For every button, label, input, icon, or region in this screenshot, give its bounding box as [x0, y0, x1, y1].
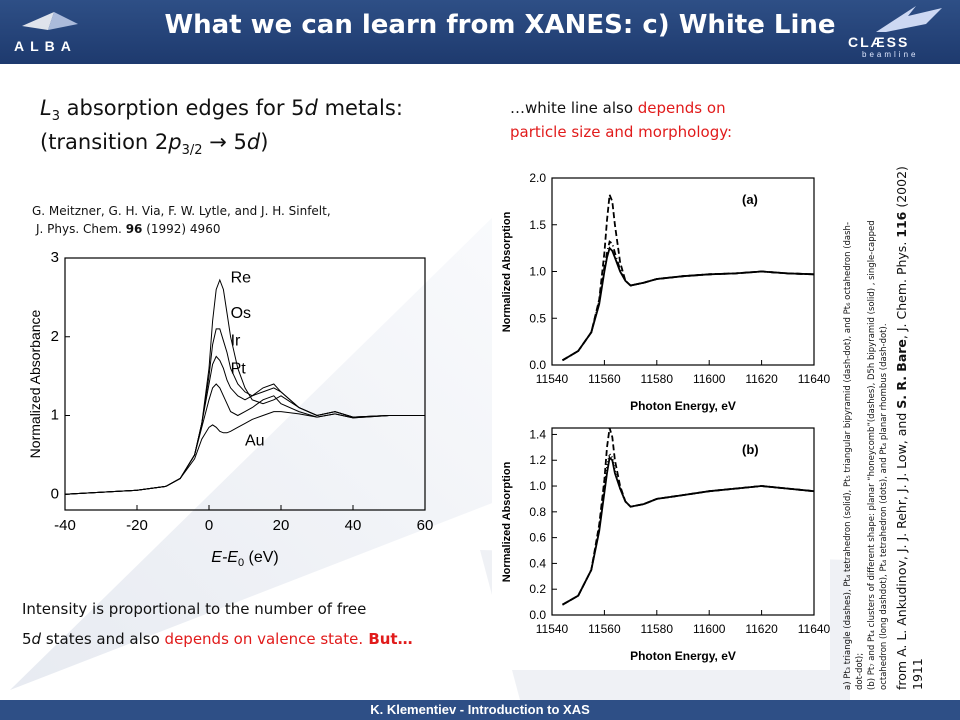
heading-l3-edges: L3 absorption edges for 5d metals: [40, 96, 403, 125]
y-axis-label: Normalized Absorption [501, 211, 513, 332]
series-label-pt: Pt [231, 360, 247, 377]
claess-logo-text: CLÆSS [848, 34, 910, 50]
y-tick-label: 2 [51, 328, 59, 345]
y-tick-label: 1.4 [529, 427, 546, 441]
x-tick-label: 11580 [641, 372, 674, 386]
y-axis-label: Normalized Absorption [501, 461, 513, 582]
plot-frame [551, 177, 815, 366]
x-tick-label: 11640 [798, 622, 830, 636]
claess-logo-subtext: beamline [862, 50, 919, 59]
rotated-references: a) Pt₃ triangle (dashes), Pt₄ tetrahedro… [842, 70, 926, 690]
y-tick-label: 0.2 [529, 582, 546, 596]
cluster-notes: a) Pt₃ triangle (dashes), Pt₄ tetrahedro… [843, 220, 889, 690]
l3-edges-chart: -40 -20 0 20 40 60 0 1 2 3 Re Os Ir Pt Au E-E0 (eV) Norm… [27, 249, 434, 569]
y-tick-label: 0.4 [529, 556, 546, 570]
x-tick-label: -40 [54, 517, 76, 534]
x-tick-label: 11540 [536, 372, 569, 386]
alba-logo-text: ALBA [14, 38, 77, 54]
y-tick-label: 3 [51, 249, 59, 266]
y-tick-label: 1.0 [529, 479, 546, 493]
x-tick-label: 11640 [798, 372, 830, 386]
white-line-note: …white line also depends on particle siz… [510, 99, 733, 141]
y-tick-label: 0.8 [529, 505, 546, 519]
x-tick-label: 60 [417, 517, 434, 534]
series-line-dots [562, 451, 815, 606]
slide-header: ALBA What we can learn from XANES: c) Wh… [0, 0, 960, 64]
heading-transition: (transition 2p3/2 → 5d) [40, 130, 269, 159]
x-tick-label: 40 [345, 517, 362, 534]
series-label-au: Au [245, 433, 265, 450]
y-tick-label: 0.6 [529, 531, 546, 545]
y-axis-label: Normalized Absorbance [27, 309, 43, 458]
x-axis-label: Photon Energy, eV [630, 399, 736, 413]
series-line-solid [562, 246, 815, 362]
x-axis-label: E-E0 (eV) [211, 549, 278, 569]
x-tick-label: 11620 [745, 622, 778, 636]
x-tick-label: 11560 [588, 622, 621, 636]
series-line-dash-dot [562, 240, 815, 362]
white-line-chart-b: 11540 11560 11580 11600 11620 11640 0.0 0.2 0.4 0… [492, 420, 830, 670]
claess-logo-icon [876, 6, 942, 32]
x-tick-label: 11600 [693, 622, 726, 636]
series-label-re: Re [231, 270, 252, 287]
slide-title: What we can learn from XANES: c) White L… [164, 10, 836, 40]
y-tick-label: 2.0 [529, 171, 546, 185]
white-line-chart-a: 11540 11560 11580 11600 11620 11640 0.0 0.5 1.0 1… [492, 170, 830, 420]
y-tick-label: 0.0 [529, 608, 546, 622]
x-tick-label: 11560 [588, 372, 621, 386]
x-tick-label: -20 [126, 517, 148, 534]
slide-footer: K. Klementiev - Introduction to XAS [0, 700, 960, 720]
y-tick-label: 1.2 [529, 453, 546, 467]
series-line-dashes [562, 194, 815, 362]
series-line-au [64, 411, 425, 495]
alba-logo-icon [22, 12, 78, 30]
x-axis-label: Photon Energy, eV [630, 649, 736, 663]
x-tick-label: 11620 [745, 372, 778, 386]
y-tick-label: 0 [51, 485, 59, 502]
plot-frame [551, 427, 815, 616]
y-tick-label: 1.5 [529, 218, 546, 232]
y-tick-label: 0.0 [529, 358, 546, 372]
series-label-ir: Ir [231, 333, 241, 350]
y-tick-label: 1.0 [529, 265, 546, 279]
x-tick-label: 11540 [536, 622, 569, 636]
y-tick-label: 1 [51, 407, 59, 424]
intensity-line-2: 5d states and also depends on valence st… [22, 630, 413, 648]
reference-meitzner: G. Meitzner, G. H. Via, F. W. Lytle, and… [32, 204, 331, 236]
intensity-line-1: Intensity is proportional to the number … [22, 600, 367, 618]
y-tick-label: 0.5 [529, 311, 546, 325]
series-line-dashes [562, 427, 815, 606]
reference-ankudinov: from A. L. Ankudinov, J. J. Rehr, J. J. … [894, 166, 925, 690]
plot-frame [64, 257, 426, 511]
panel-label: (b) [742, 442, 759, 457]
x-tick-label: 11580 [641, 622, 674, 636]
x-tick-label: 20 [273, 517, 290, 534]
series-label-os: Os [231, 305, 251, 322]
series-line-solid [562, 455, 815, 606]
panel-label: (a) [742, 192, 758, 207]
x-tick-label: 0 [205, 517, 213, 534]
x-tick-label: 11600 [693, 372, 726, 386]
